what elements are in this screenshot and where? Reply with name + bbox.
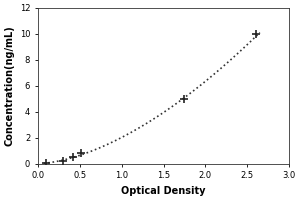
Y-axis label: Concentration(ng/mL): Concentration(ng/mL)	[4, 25, 14, 146]
X-axis label: Optical Density: Optical Density	[121, 186, 206, 196]
